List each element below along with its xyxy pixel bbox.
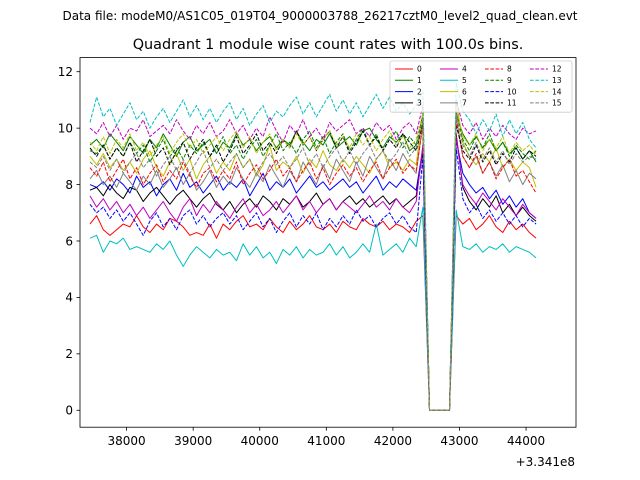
y-tick-label: 6 bbox=[65, 234, 73, 248]
series-line-12 bbox=[89, 99, 537, 411]
y-tick-label: 12 bbox=[58, 65, 73, 79]
x-tick-label: 38000 bbox=[108, 434, 146, 448]
series-line-10 bbox=[89, 147, 537, 411]
x-tick-label: 39000 bbox=[174, 434, 212, 448]
y-tick-label: 10 bbox=[58, 121, 73, 135]
figure-suptitle: Data file: modeM0/AS1C05_019T04_90000037… bbox=[62, 9, 577, 23]
series-line-1 bbox=[89, 113, 537, 411]
legend-label-10: 10 bbox=[507, 87, 517, 96]
legend-frame bbox=[389, 60, 573, 113]
chart-title: Quadrant 1 module wise count rates with … bbox=[133, 37, 524, 53]
y-tick-label: 8 bbox=[65, 178, 73, 192]
x-axis-offset-label: +3.341e8 bbox=[516, 455, 575, 469]
x-tick-label: 43000 bbox=[440, 434, 478, 448]
legend-label-0: 0 bbox=[417, 65, 422, 74]
series-line-15 bbox=[89, 113, 537, 411]
legend-label-8: 8 bbox=[507, 65, 512, 74]
legend-label-4: 4 bbox=[462, 65, 467, 74]
legend-label-14: 14 bbox=[552, 87, 562, 96]
legend-label-7: 7 bbox=[462, 99, 467, 108]
series-line-7 bbox=[89, 116, 537, 411]
series-layer bbox=[89, 82, 537, 411]
legend-label-1: 1 bbox=[417, 76, 422, 85]
axes-frame bbox=[79, 57, 577, 428]
y-tick-label: 2 bbox=[65, 347, 73, 361]
legend-label-2: 2 bbox=[417, 87, 422, 96]
x-tick-label: 41000 bbox=[307, 434, 345, 448]
legend-label-11: 11 bbox=[507, 99, 517, 108]
series-line-0 bbox=[89, 215, 537, 411]
y-tick-label: 4 bbox=[65, 291, 73, 305]
y-tick-label: 0 bbox=[65, 404, 73, 418]
x-tick-label: 42000 bbox=[374, 434, 412, 448]
legend-label-3: 3 bbox=[417, 99, 422, 108]
legend-label-13: 13 bbox=[552, 76, 562, 85]
legend-label-12: 12 bbox=[552, 65, 562, 74]
series-line-9 bbox=[89, 110, 537, 411]
x-tick-label: 44000 bbox=[507, 434, 545, 448]
legend-label-9: 9 bbox=[507, 76, 512, 85]
series-line-5 bbox=[89, 206, 537, 411]
series-line-8 bbox=[89, 119, 537, 411]
series-line-2 bbox=[89, 138, 537, 411]
legend-label-15: 15 bbox=[552, 99, 562, 108]
legend-label-6: 6 bbox=[462, 87, 467, 96]
y-axis: 0 2 4 6 8 10 12 bbox=[58, 65, 80, 418]
x-tick-label: 40000 bbox=[241, 434, 279, 448]
x-axis: 38000 39000 40000 41000 42000 43000 44000 bbox=[108, 427, 545, 448]
plot-area: 38000 39000 40000 41000 42000 43000 44000 0 2 4 6… bbox=[58, 57, 577, 469]
series-line-14 bbox=[89, 107, 537, 411]
legend-label-5: 5 bbox=[462, 76, 467, 85]
series-line-4 bbox=[89, 136, 537, 411]
